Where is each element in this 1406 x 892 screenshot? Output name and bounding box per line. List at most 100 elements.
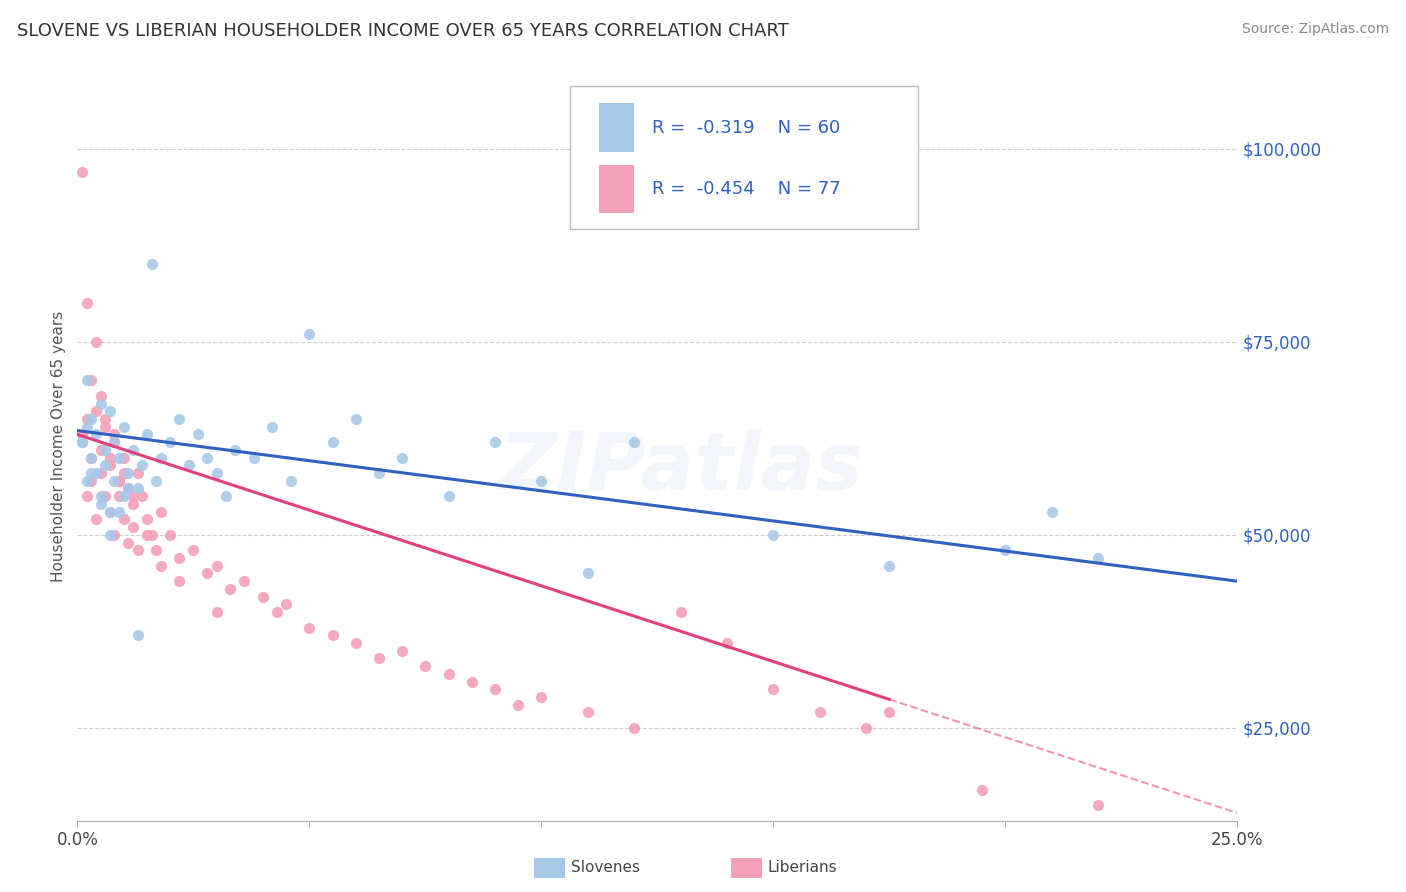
Point xyxy=(112,450,135,465)
Point xyxy=(122,489,145,503)
Point xyxy=(90,442,111,457)
Text: SLOVENE VS LIBERIAN HOUSEHOLDER INCOME OVER 65 YEARS CORRELATION CHART: SLOVENE VS LIBERIAN HOUSEHOLDER INCOME O… xyxy=(17,22,789,40)
Point xyxy=(84,427,107,442)
Point xyxy=(122,442,145,457)
Point xyxy=(127,466,149,480)
Point xyxy=(108,474,131,488)
Point xyxy=(80,412,103,426)
Point xyxy=(103,435,125,450)
Point xyxy=(112,419,135,434)
Point xyxy=(576,566,599,581)
Point xyxy=(103,427,125,442)
Point xyxy=(274,598,298,612)
Point xyxy=(187,427,209,442)
Point xyxy=(877,558,901,573)
Point xyxy=(762,682,785,697)
Point xyxy=(224,442,246,457)
Y-axis label: Householder Income Over 65 years: Householder Income Over 65 years xyxy=(51,310,66,582)
Point xyxy=(84,334,107,349)
Point xyxy=(80,450,103,465)
Point xyxy=(159,528,181,542)
Point xyxy=(205,605,228,619)
Point xyxy=(108,489,131,503)
Point xyxy=(145,474,167,488)
Text: R =  -0.319    N = 60: R = -0.319 N = 60 xyxy=(651,119,839,136)
Point xyxy=(368,651,391,665)
Point xyxy=(103,435,125,450)
Point xyxy=(127,543,149,558)
Point xyxy=(623,721,645,735)
Point xyxy=(437,666,460,681)
Point xyxy=(233,574,256,589)
Point xyxy=(90,497,111,511)
Point xyxy=(461,674,484,689)
FancyBboxPatch shape xyxy=(599,165,634,213)
Point xyxy=(506,698,529,712)
Point xyxy=(84,512,107,526)
Text: ZIPatlas: ZIPatlas xyxy=(498,429,863,508)
Point xyxy=(252,590,274,604)
Point xyxy=(112,466,135,480)
Point xyxy=(877,706,901,720)
Point xyxy=(94,489,117,503)
Point xyxy=(368,466,391,480)
Point xyxy=(1087,798,1109,813)
Point xyxy=(149,558,172,573)
Point xyxy=(169,412,191,426)
Point xyxy=(90,489,111,503)
Point xyxy=(149,505,172,519)
Point xyxy=(90,466,111,480)
Point xyxy=(413,659,436,673)
Text: Slovenes: Slovenes xyxy=(571,860,640,874)
Text: Source: ZipAtlas.com: Source: ZipAtlas.com xyxy=(1241,22,1389,37)
Point xyxy=(122,497,145,511)
Point xyxy=(70,435,93,450)
Point xyxy=(530,690,553,704)
Point xyxy=(80,474,103,488)
Point xyxy=(321,435,344,450)
Point xyxy=(84,466,107,480)
Point xyxy=(808,706,831,720)
Point xyxy=(94,442,117,457)
Point xyxy=(344,636,367,650)
Point xyxy=(159,435,181,450)
Text: Liberians: Liberians xyxy=(768,860,838,874)
Point xyxy=(127,628,149,642)
Point xyxy=(972,782,994,797)
Point xyxy=(205,558,228,573)
Point xyxy=(127,482,149,496)
Point xyxy=(122,520,145,534)
Point xyxy=(321,628,344,642)
Point xyxy=(131,458,153,473)
Point xyxy=(117,535,139,549)
Point xyxy=(169,551,191,566)
Point xyxy=(141,528,163,542)
Point xyxy=(298,621,321,635)
Point xyxy=(90,396,111,410)
FancyBboxPatch shape xyxy=(571,87,918,228)
Point xyxy=(762,528,785,542)
Point xyxy=(177,458,200,473)
Point xyxy=(716,636,738,650)
Point xyxy=(94,419,117,434)
Point xyxy=(94,458,117,473)
Point xyxy=(484,435,506,450)
Point xyxy=(437,489,460,503)
Point xyxy=(262,419,284,434)
Point xyxy=(76,296,98,310)
Point xyxy=(530,474,553,488)
Point xyxy=(183,543,205,558)
Point xyxy=(80,466,103,480)
Point xyxy=(994,543,1017,558)
Point xyxy=(169,574,191,589)
Point xyxy=(135,427,157,442)
Point xyxy=(135,528,157,542)
Point xyxy=(70,165,93,179)
Point xyxy=(108,474,131,488)
Point xyxy=(195,566,218,581)
Point xyxy=(98,505,121,519)
Point xyxy=(112,512,135,526)
Point xyxy=(117,482,139,496)
Point xyxy=(344,412,367,426)
Point xyxy=(219,582,242,596)
